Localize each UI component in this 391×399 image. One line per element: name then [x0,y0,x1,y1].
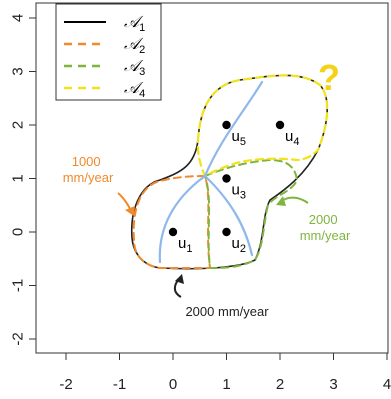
point-u2 [222,227,231,237]
left-rate-arrowhead [125,206,135,216]
legend: 𝒜1 𝒜2 𝒜3 𝒜4 [55,3,162,101]
y-tick-label: 3 [10,67,27,75]
point-u5 [222,120,231,130]
legend-label-a4: 𝒜4 [124,80,145,100]
x-tick-label: 3 [329,376,337,393]
right-rate-label: 2000 mm/year [300,212,351,243]
point-label-u5: u5 [232,128,246,148]
y-tick-label: 0 [10,228,27,236]
bottom-rate-arrowhead [175,274,184,284]
right-rate-arrowhead [276,196,286,206]
point-u3 [222,174,231,183]
x-tick-label: 1 [222,376,230,393]
x-tick-label: 4 [383,376,391,393]
flow-line-top [203,80,264,178]
y-tick-label: -2 [10,332,27,345]
region-a3-boundary [204,159,298,269]
x-tick-label: 2 [276,376,284,393]
legend-box [55,3,162,101]
y-tick-label: 1 [10,174,27,182]
y-tick-label: 4 [10,14,27,22]
legend-label-a3: 𝒜3 [124,58,145,78]
points-layer: u1 u2 u3 u4 u5 [168,120,299,255]
point-label-u3: u3 [232,182,246,202]
x-tick-label: -2 [59,376,72,393]
point-u4 [275,120,285,130]
legend-label-a2: 𝒜2 [124,36,145,56]
y-tick-label: 2 [10,121,27,129]
bottom-rate-label: 2000 mm/year [185,304,269,319]
flow-line-right [203,174,254,257]
x-axis: -2 -1 0 1 2 3 4 [59,353,391,393]
point-label-u4: u4 [285,128,299,148]
x-tick-label: 0 [169,376,177,393]
flow-line-left [158,174,207,264]
y-axis: -2 -1 0 1 2 3 4 [10,14,36,346]
region-a2-boundary [132,175,211,269]
region-outlines [130,74,329,270]
left-rate-label: 1000 mm/year [63,154,114,185]
point-label-u2: u2 [232,235,246,255]
region-a4-boundary [196,74,329,178]
point-label-u1: u1 [178,235,192,255]
y-tick-label: -1 [10,279,27,292]
question-mark: ? [318,57,340,98]
x-tick-label: -1 [113,376,126,393]
point-u1 [168,227,178,237]
legend-label-a1: 𝒜1 [124,14,145,34]
